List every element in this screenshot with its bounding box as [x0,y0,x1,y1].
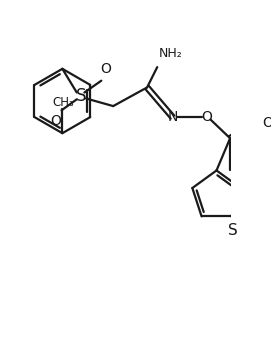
Text: S: S [76,87,86,105]
Text: CH₃: CH₃ [52,95,74,109]
Text: NH₂: NH₂ [159,47,183,60]
Text: O: O [100,62,111,76]
Text: N: N [167,110,178,124]
Text: O: O [50,114,61,128]
Text: O: O [262,116,271,130]
Text: S: S [228,223,238,238]
Text: O: O [201,110,212,124]
